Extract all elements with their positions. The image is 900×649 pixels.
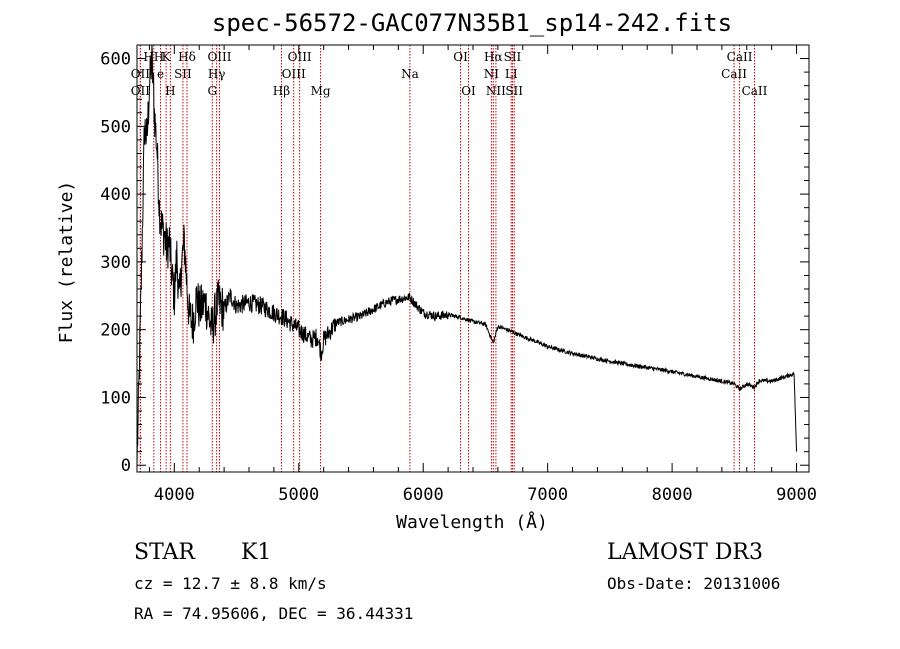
spectral-line-label: CaII [727, 50, 753, 64]
chart-title: spec-56572-GAC077N35B1_sp14-242.fits [212, 9, 732, 37]
spectral-line-label: H [165, 84, 175, 98]
spectral-line-label: OIII [282, 67, 306, 81]
x-tick-label: 5000 [278, 485, 319, 505]
spectral-line-label: LI [505, 67, 518, 81]
x-tick-label: 8000 [652, 485, 693, 505]
spectral-line-label: Na [401, 67, 419, 81]
y-tick-label: 400 [100, 185, 131, 205]
spectral-line-label: e [157, 67, 164, 81]
object-class: STAR [134, 540, 196, 565]
spectral-line-label: CaII [742, 84, 768, 98]
y-axis-label: Flux (relative) [56, 181, 77, 344]
spectral-line-label: SII [174, 67, 192, 81]
spectral-line-label: K [162, 50, 172, 64]
spectral-line-label: OI [461, 84, 476, 98]
spectral-line-label: Hδ [178, 50, 196, 64]
spectral-line-markers [139, 45, 755, 472]
spectral-line-label: Hα [484, 50, 503, 64]
spectral-line-label: OIII [207, 50, 231, 64]
spectral-line-label: HH [143, 50, 164, 64]
x-axis-ticks: 4000 5000 6000 7000 8000 9000 [148, 45, 817, 505]
y-tick-label: 500 [100, 117, 131, 137]
spectral-line-label: SII [504, 50, 522, 64]
x-tick-label: 9000 [776, 485, 817, 505]
spectral-line-label: NI [484, 67, 500, 81]
spectral-line-label: OI [453, 50, 468, 64]
y-tick-label: 0 [121, 456, 131, 476]
x-axis-label: Wavelength (Å) [396, 511, 548, 533]
spectral-line-label: G [207, 84, 217, 98]
y-tick-label: 200 [100, 321, 131, 341]
spectral-line-label: OII [131, 84, 151, 98]
y-tick-label: 100 [100, 388, 131, 408]
x-tick-label: 7000 [527, 485, 568, 505]
spectral-line-label: CaII [721, 67, 747, 81]
y-tick-label: 300 [100, 253, 131, 273]
object-subclass: K1 [241, 540, 271, 565]
y-tick-label: 600 [100, 50, 131, 70]
survey-name: LAMOST DR3 [607, 540, 763, 565]
redshift-velocity: cz = 12.7 ± 8.8 km/s [134, 574, 327, 593]
spectral-line-label: Hβ [273, 84, 290, 98]
coordinates: RA = 74.95606, DEC = 36.44331 [134, 604, 413, 623]
spectral-line-label: SII [505, 84, 523, 98]
spectral-line-label: OII [131, 67, 151, 81]
spectral-line-label: OIII [288, 50, 312, 64]
spectral-line-label: Hγ [208, 67, 226, 81]
x-tick-label: 4000 [154, 485, 195, 505]
spectrum-line [136, 44, 798, 466]
x-tick-label: 6000 [403, 485, 444, 505]
spectral-line-label: Mg [311, 84, 331, 98]
spectral-line-label: NII [486, 84, 506, 98]
plot-frame [136, 44, 810, 473]
y-axis-ticks: 0 100 200 300 400 500 600 [100, 50, 809, 476]
observation-date: Obs-Date: 20131006 [607, 574, 780, 593]
